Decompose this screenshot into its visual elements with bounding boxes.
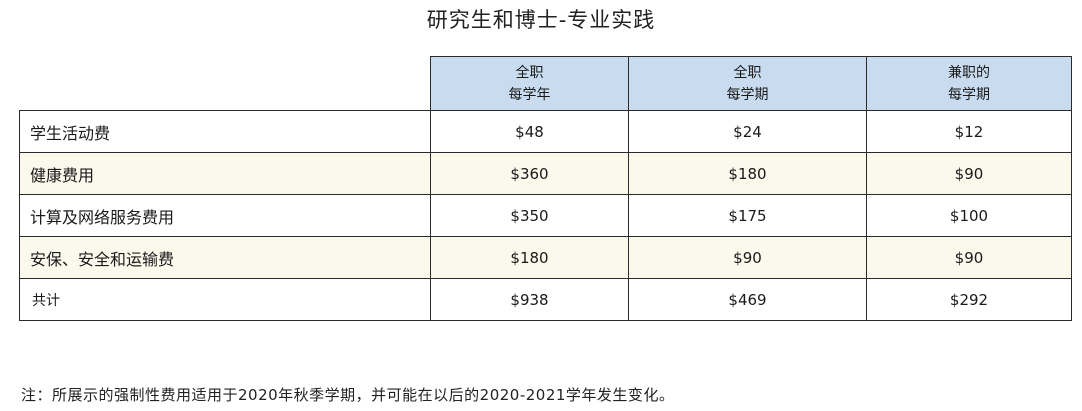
table-cell: $360 (430, 152, 629, 195)
table-row: 健康费用 $360 $180 $90 (19, 152, 1072, 195)
column-header-fulltime-semester: 全职 每学期 (628, 56, 867, 111)
table-cell: $90 (628, 236, 867, 279)
table-cell: $90 (866, 152, 1072, 195)
row-label: 计算及网络服务费用 (19, 194, 431, 237)
column-header-line: 每学期 (726, 86, 769, 103)
table-row: 安保、安全和运输费 $180 $90 $90 (19, 236, 1072, 279)
column-header-line: 每学期 (948, 86, 990, 103)
table-cell: $292 (866, 278, 1072, 321)
table-cell: $100 (866, 194, 1072, 237)
table-cell: $48 (430, 110, 629, 153)
table-cell: $938 (430, 278, 629, 321)
table-cell: $90 (866, 236, 1072, 279)
fees-table: 全职 每学年 全职 每学期 兼职的 每学期 学生活动费 $48 $24 $12 … (19, 56, 1072, 321)
table-cell: $180 (430, 236, 629, 279)
row-label: 安保、安全和运输费 (19, 236, 431, 279)
table-cell: $175 (628, 194, 867, 237)
header-blank-cell (19, 56, 431, 111)
column-header-line: 兼职的 (948, 64, 990, 81)
row-label: 学生活动费 (19, 110, 431, 153)
column-header-line: 每学年 (508, 86, 551, 103)
table-row-total: 共计 $938 $469 $292 (19, 278, 1072, 321)
page-title: 研究生和博士-专业实践 (426, 8, 656, 32)
table-cell: $469 (628, 278, 867, 321)
table-header-row: 全职 每学年 全职 每学期 兼职的 每学期 (19, 56, 1072, 111)
footnote: 注：所展示的强制性费用适用于2020年秋季学期，并可能在以后的2020-2021… (21, 386, 675, 404)
table-cell: $350 (430, 194, 629, 237)
row-label: 健康费用 (19, 152, 431, 195)
column-header-line: 全职 (733, 64, 762, 81)
table-row: 学生活动费 $48 $24 $12 (19, 110, 1072, 153)
column-header-fulltime-year: 全职 每学年 (430, 56, 629, 111)
column-header-line: 全职 (515, 64, 544, 81)
row-label: 共计 (19, 278, 431, 321)
table-cell: $24 (628, 110, 867, 153)
table-row: 计算及网络服务费用 $350 $175 $100 (19, 194, 1072, 237)
table-cell: $180 (628, 152, 867, 195)
table-cell: $12 (866, 110, 1072, 153)
column-header-parttime-semester: 兼职的 每学期 (866, 56, 1072, 111)
